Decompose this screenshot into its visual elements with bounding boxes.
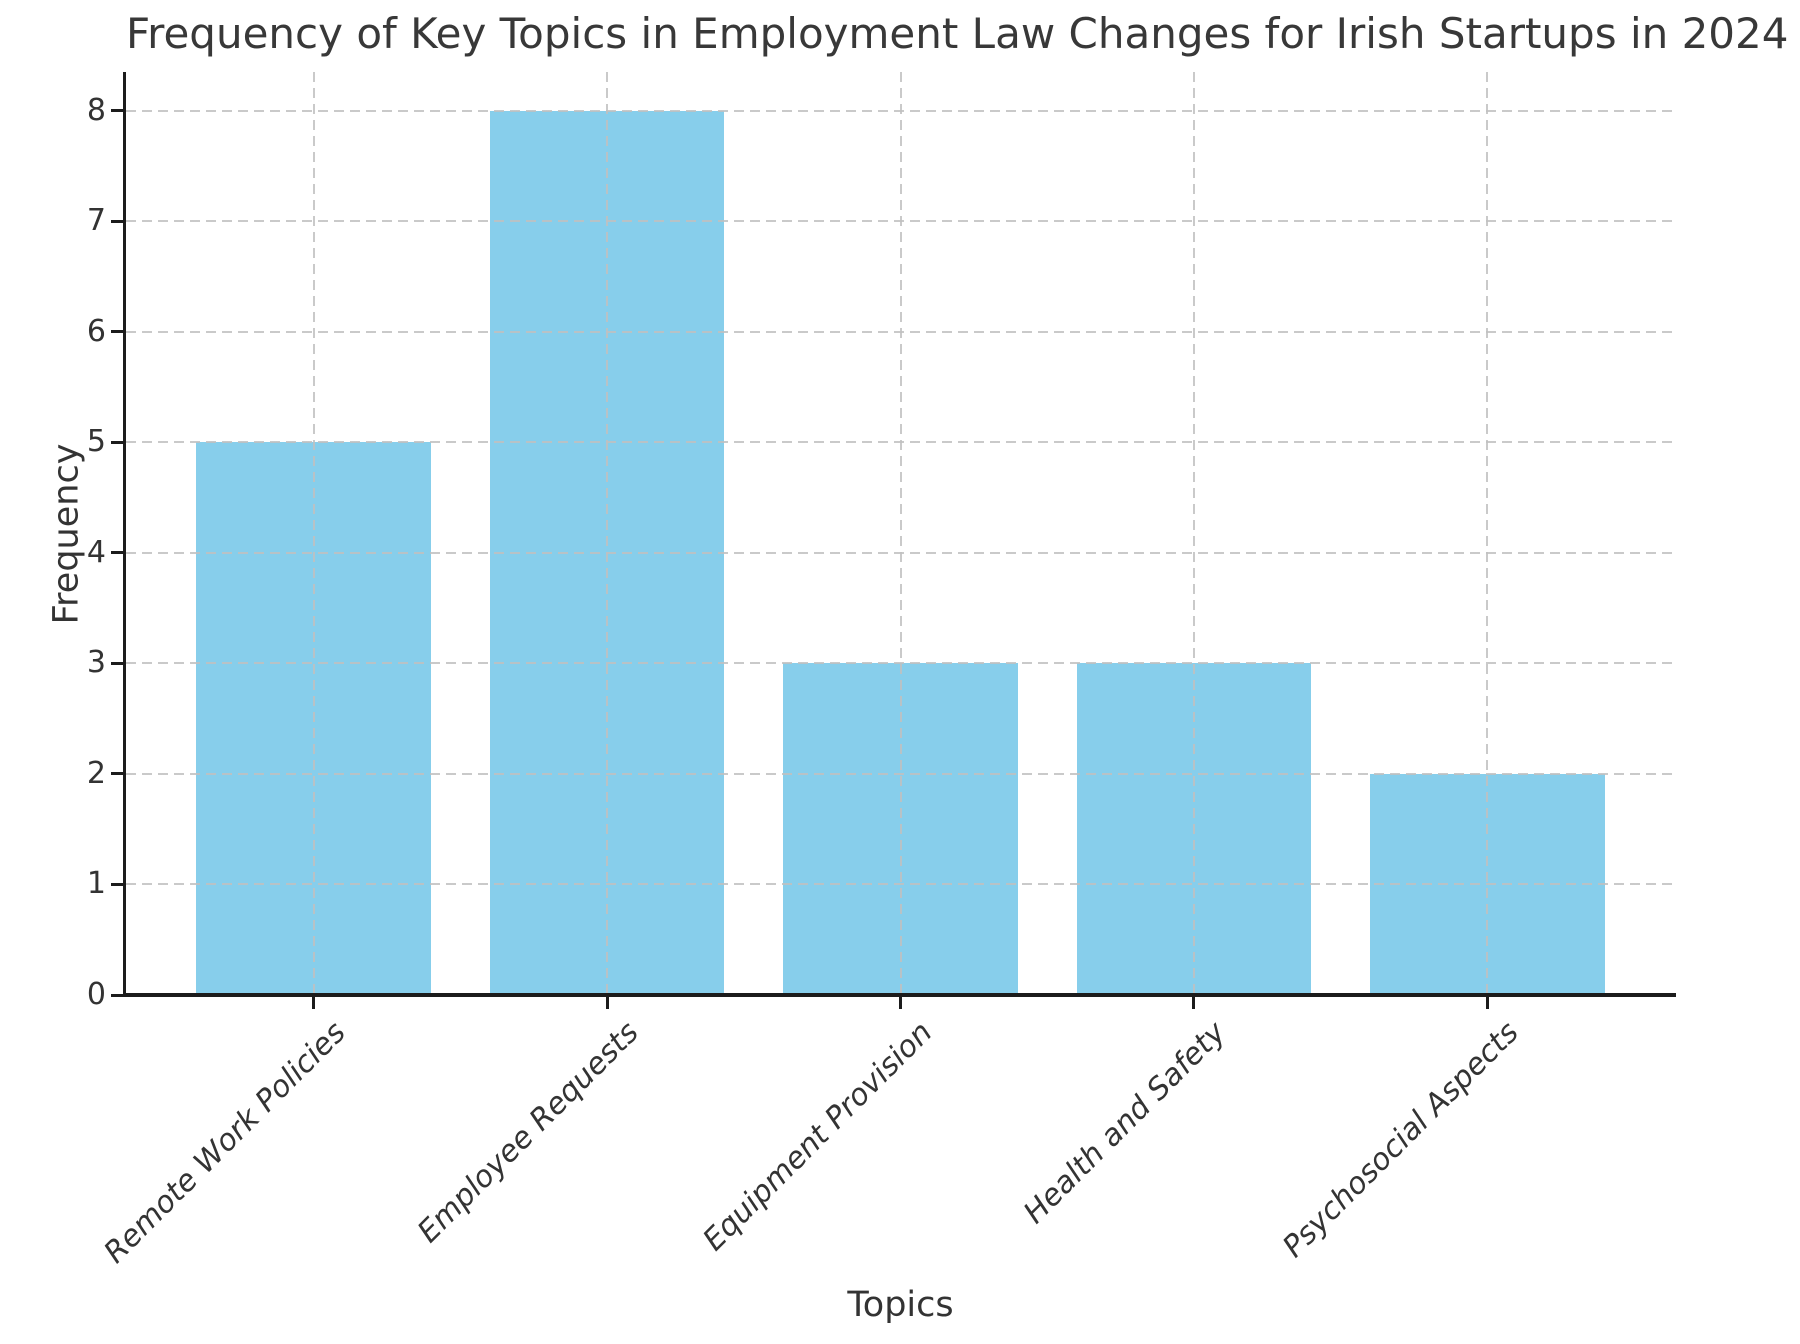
x-axis-spine: [122, 993, 1676, 997]
y-tick: [111, 109, 124, 113]
y-tick: [111, 330, 124, 334]
x-tick: [605, 997, 609, 1009]
x-axis-label: Topics: [126, 1285, 1675, 1325]
v-gridline: [1192, 72, 1195, 995]
y-tick: [111, 661, 124, 665]
x-tick: [1192, 997, 1196, 1009]
y-tick-label: 2: [86, 755, 106, 791]
x-tick: [899, 997, 902, 1009]
y-tick-label: 8: [86, 92, 106, 128]
y-axis-spine: [122, 72, 126, 997]
chart-title: Frequency of Key Topics in Employment La…: [126, 9, 1789, 58]
y-tick-label: 7: [86, 203, 106, 239]
y-tick-label: 6: [86, 313, 106, 349]
y-tick: [111, 882, 124, 886]
v-gridline: [899, 72, 902, 995]
x-tick-label-equipment-provision: Equipment Provision: [696, 1015, 940, 1258]
y-tick-label: 3: [86, 645, 106, 681]
x-tick-label-health-and-safety: Health and Safety: [1016, 1015, 1233, 1231]
y-tick: [111, 551, 124, 555]
y-tick: [111, 219, 124, 223]
v-gridline: [606, 72, 609, 995]
y-tick-label: 1: [86, 866, 106, 902]
x-tick-label-psychosocial-aspects: Psychosocial Aspects: [1276, 1015, 1526, 1265]
y-tick-label: 5: [86, 424, 106, 460]
y-tick-label: 0: [86, 977, 106, 1012]
y-tick: [111, 993, 124, 997]
x-tick-label-remote-work-policies: Remote Work Policies: [97, 1015, 353, 1271]
y-tick: [111, 440, 124, 444]
x-axis-label-text: Topics: [847, 1285, 954, 1325]
v-gridline: [1486, 72, 1489, 995]
y-tick: [111, 772, 124, 776]
x-tick: [1485, 997, 1489, 1009]
x-tick: [312, 997, 316, 1009]
y-tick-label: 4: [86, 534, 106, 570]
x-tick-label-employee-requests: Employee Requests: [411, 1015, 646, 1250]
v-gridline: [312, 72, 315, 995]
